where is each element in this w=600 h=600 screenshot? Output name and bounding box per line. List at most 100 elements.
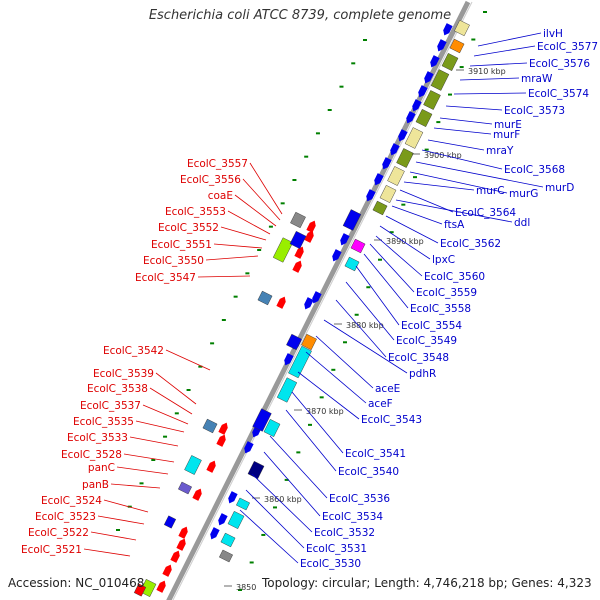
forward-gene-block-body [387,166,405,186]
reverse-leader-line [242,178,281,221]
reverse-gene-label: EcolC_3524 [41,495,102,507]
forward-leader-line [239,509,299,564]
outer-guide-dot [483,11,487,13]
forward-leader-line [323,319,408,374]
forward-gene-arrow-shape [244,441,254,454]
forward-leader-line [363,253,409,309]
outer-guide-dot [238,589,242,591]
reverse-leader-line [83,548,131,557]
reverse-leader-line [205,255,259,261]
inner-guide-dot [292,179,297,181]
forward-gene-block [441,53,459,71]
forward-leader-line [427,139,485,151]
forward-gene-block-body [344,256,360,272]
forward-gene-block-body [220,532,236,548]
reverse-leader-line [142,404,189,425]
forward-gene-block [372,200,388,216]
forward-gene-arrow [304,297,314,310]
forward-leader-line [291,391,344,454]
forward-gene-block-body [379,185,397,203]
inner-guide-dot [280,202,285,205]
forward-gene-arrow-shape [390,143,400,156]
forward-gene-label: ilvH [543,28,563,40]
reverse-gene-label: EcolC_3550 [143,255,204,267]
reverse-gene-arrow-shape [276,296,286,309]
forward-gene-label: pdhR [409,368,436,380]
forward-gene-label: mraY [486,145,514,157]
forward-gene-block [252,408,272,432]
forward-gene-label: ddl [514,217,530,229]
forward-gene-label: EcolC_3562 [440,238,501,250]
forward-gene-arrow-shape [228,491,238,504]
reverse-leader-line [103,499,149,513]
outer-guide-dot [378,258,382,261]
forward-gene-block [350,238,366,254]
forward-gene-label: EcolC_3558 [410,303,471,315]
inner-guide-dot [315,132,320,135]
reverse-gene-arrow-shape [178,526,188,539]
inner-guide-dot [257,249,262,251]
reverse-leader-line [249,162,283,215]
forward-gene-block-body [288,345,312,379]
forward-leader-line [395,199,513,223]
reverse-gene-block [289,231,307,249]
forward-gene-block [449,38,465,54]
forward-gene-arrow [244,441,254,454]
forward-gene-arrow [418,85,428,98]
forward-gene-block [342,209,362,231]
forward-gene-label: murD [545,182,574,194]
forward-gene-arrow [398,129,408,142]
forward-leader-line [345,281,395,341]
outer-guide-dot [261,533,266,536]
inner-guide-dot [198,365,203,368]
forward-gene-block [454,19,470,37]
forward-leader-line [453,92,527,95]
inner-guide-dot [339,85,344,88]
forward-gene-arrow [430,55,440,68]
forward-gene-label: EcolC_3564 [455,207,516,219]
forward-gene-label: aceF [368,398,393,410]
outer-guide-dot [319,396,324,399]
forward-gene-block-body [350,238,366,254]
forward-gene-block-body [263,419,281,437]
inner-guide-dot [116,529,120,531]
forward-gene-arrow [390,143,400,156]
reverse-gene-label: EcolC_3553 [165,206,226,218]
outer-guide-dot [296,451,301,454]
reverse-gene-label: EcolC_3537 [80,400,141,412]
forward-gene-label: EcolC_3543 [361,414,422,426]
outer-guide-dot [448,93,452,96]
reverse-gene-arrow [216,434,226,447]
tick-label: 3890 kbp [386,237,424,246]
forward-leader-line [477,32,542,47]
forward-gene-arrow-shape [332,249,342,262]
reverse-gene-label: EcolC_3523 [35,511,96,523]
reverse-gene-arrow-shape [292,260,302,273]
reverse-gene-block-body [178,481,192,495]
reverse-gene-label: EcolC_3552 [158,222,219,234]
forward-leader-line [403,181,475,191]
forward-gene-block-body [342,209,362,231]
forward-gene-arrow [210,527,220,540]
forward-gene-block [247,461,265,479]
reverse-gene-block-body [133,583,147,597]
forward-gene-block-body [415,109,433,127]
forward-gene-arrow-shape [210,527,220,540]
forward-gene-block-body [372,200,388,216]
forward-gene-arrow-shape [382,157,392,170]
reverse-gene-arrow-shape [306,220,316,233]
forward-gene-arrow-shape [340,233,350,246]
reverse-gene-arrow-shape [216,434,226,447]
reverse-gene-arrow [206,460,216,473]
reverse-leader-line [129,436,179,447]
reverse-gene-block [163,515,177,529]
reverse-leader-line [116,466,169,475]
outer-guide-dot [343,341,347,344]
outer-guide-dot [273,506,277,509]
forward-gene-block [288,345,312,379]
inner-guide-dot [139,482,144,485]
reverse-gene-label: EcolC_3521 [21,544,82,556]
forward-gene-block-body [227,511,245,529]
reverse-gene-arrow [292,260,302,273]
